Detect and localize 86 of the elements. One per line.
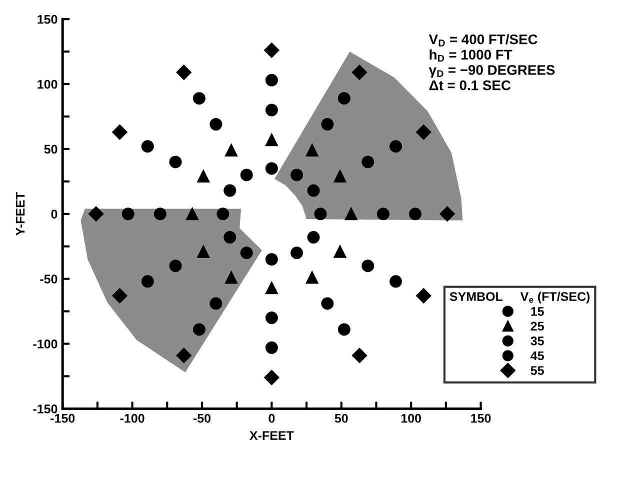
- legend-label: 55: [530, 366, 544, 375]
- point: [338, 323, 350, 336]
- point: [197, 245, 210, 258]
- point: [197, 170, 210, 182]
- point: [122, 208, 134, 220]
- point: [176, 64, 192, 80]
- point: [334, 170, 346, 182]
- point: [224, 231, 236, 244]
- x-tick-label: 0: [268, 414, 275, 423]
- x-tick-label: -150: [50, 414, 75, 423]
- point: [265, 162, 278, 175]
- point: [306, 144, 318, 157]
- point: [362, 156, 374, 168]
- point: [352, 64, 368, 80]
- point: [321, 118, 334, 131]
- point: [265, 282, 278, 294]
- point: [169, 260, 182, 272]
- point: [338, 92, 350, 105]
- point: [176, 348, 192, 364]
- point: [265, 312, 278, 324]
- point: [210, 297, 222, 310]
- y-tick-label: 0: [51, 210, 58, 219]
- point: [88, 206, 104, 222]
- point: [210, 118, 222, 131]
- point: [112, 288, 128, 304]
- y-tick-label: -50: [40, 274, 58, 284]
- point: [265, 253, 278, 266]
- point: [265, 341, 278, 354]
- x-tick-label: 150: [471, 414, 491, 423]
- y-tick-label: -100: [33, 340, 58, 348]
- point: [440, 206, 455, 222]
- point: [141, 275, 154, 288]
- point: [264, 370, 280, 386]
- point: [416, 124, 432, 140]
- x-tick-label: 100: [401, 414, 421, 423]
- point: [389, 140, 402, 153]
- point: [307, 231, 320, 244]
- y-tick-label: 50: [44, 144, 58, 154]
- point: [265, 134, 278, 146]
- x-tick-label: -100: [120, 414, 144, 423]
- point: [409, 208, 422, 220]
- x-tick-label: -50: [193, 414, 211, 423]
- point: [352, 348, 368, 364]
- point: [169, 156, 182, 168]
- point: [344, 208, 358, 220]
- point: [290, 246, 304, 260]
- point: [240, 246, 253, 260]
- annotation: Δt = 0.1 SEC: [429, 80, 511, 90]
- point: [362, 260, 374, 272]
- point: [192, 92, 206, 105]
- point: [307, 184, 320, 197]
- point: [225, 144, 238, 157]
- legend-title: SYMBOL V$_{e}$ (FT/SEC): [450, 292, 590, 304]
- point: [154, 208, 166, 220]
- point: [290, 168, 304, 182]
- point: [334, 245, 346, 258]
- annotation: h$_{D}$ = 1000 FT: [430, 49, 512, 62]
- point: [141, 140, 154, 153]
- legend-label: 45: [530, 351, 544, 360]
- point: [224, 184, 236, 197]
- y-tick-label: 150: [38, 14, 58, 24]
- point: [389, 275, 402, 288]
- point: [416, 288, 432, 304]
- annotation: V$_{D}$ = 400 FT/SEC: [428, 34, 538, 46]
- point: [225, 271, 238, 284]
- y-tick-label: 100: [38, 80, 58, 89]
- point: [240, 168, 253, 182]
- legend-label: 35: [530, 336, 544, 346]
- point: [265, 74, 278, 86]
- point: [216, 208, 230, 220]
- annotation: γ$_{D}$ = −90 DEGREES: [428, 65, 555, 78]
- legend-label: 25: [530, 322, 544, 331]
- point: [265, 104, 278, 116]
- x-axis-title: X-FEET: [250, 431, 294, 440]
- point: [376, 208, 390, 220]
- x-tick-label: 50: [334, 414, 348, 423]
- legend-label: 15: [531, 307, 544, 316]
- point: [306, 271, 318, 284]
- point: [314, 208, 327, 220]
- point: [112, 124, 128, 140]
- point: [192, 323, 206, 336]
- point: [186, 208, 198, 220]
- point: [321, 297, 334, 310]
- point: [264, 42, 280, 58]
- y-tick-label: -150: [33, 404, 58, 414]
- y-axis-title: Y-FEET: [16, 192, 25, 236]
